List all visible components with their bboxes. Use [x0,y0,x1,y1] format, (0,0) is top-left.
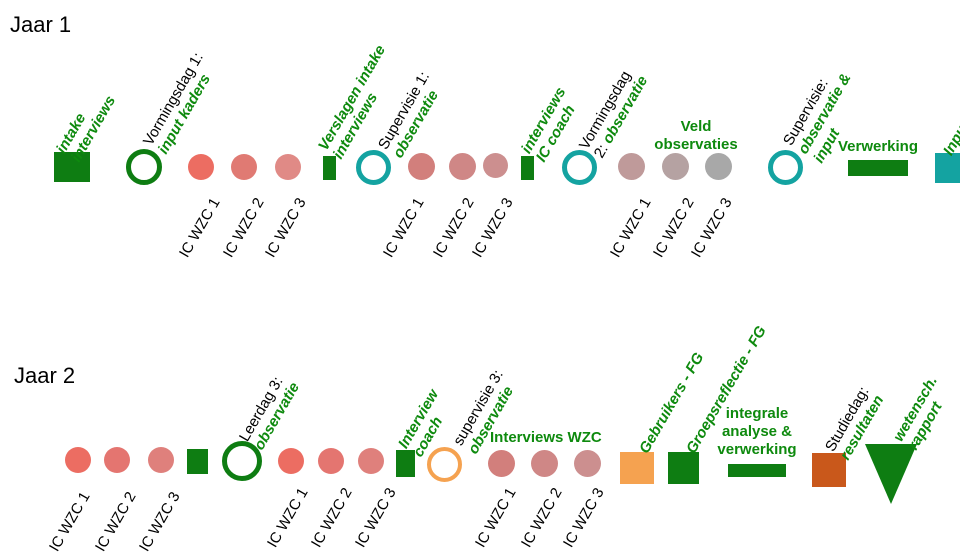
veld-observaties-label: Veld observaties [650,118,742,154]
leerdag3-label: Leerdag 3: observatie [236,371,303,453]
y2-ic-c2: IC WZC 2 [518,484,566,551]
verwerking-label: Verwerking [837,138,919,155]
y1-ic-a2: IC WZC 2 [220,194,268,261]
y2-ic-a2: IC WZC 2 [92,488,140,555]
y2-ic-b1: IC WZC 1 [264,484,312,551]
vormingsdag2-label: Vormingsdag 2: observatie [576,65,652,162]
y2-dot-b3 [358,448,384,474]
veld-label-line2: observaties [654,136,738,153]
verwerking-bar [848,160,908,176]
supervisie2-ring [768,150,803,185]
wetensch-label: wetensch. rapport [890,373,956,453]
y1-ic-a3: IC WZC 3 [262,194,310,261]
y1-dot-c3 [705,153,732,180]
y1-ic-b1: IC WZC 1 [380,194,428,261]
groepsreflectie-square [668,452,699,484]
integrale-label-line2: analyse & [721,423,793,440]
y2-ic-c3: IC WZC 3 [560,484,608,551]
y2-dot-b1 [278,448,304,474]
y2-ic-a3: IC WZC 3 [136,488,184,555]
y1-ic-c1: IC WZC 1 [607,194,655,261]
vormingsdag1-ring [126,149,162,185]
y2-ic-b2: IC WZC 2 [308,484,356,551]
rapport-triangle [865,444,917,504]
y2-dot-a2 [104,447,130,473]
veld-label-line1: Veld [680,118,712,135]
y1-dot-a1 [188,154,214,180]
y2-ic-a1: IC WZC 1 [46,488,94,555]
y1-dot-a3 [275,154,301,180]
y2-dot-c3 [574,450,601,477]
integrale-bar [728,464,786,477]
intake-label: intake interviews [53,84,120,165]
y1-dot-c1 [618,153,645,180]
y1-dot-c2 [662,153,689,180]
interviews-ic-bar [521,156,534,180]
supervisie3-ring [427,447,462,482]
y2-dot-c2 [531,450,558,477]
gebruikers-square [620,452,654,484]
integrale-label-line3: verwerking [717,441,797,458]
studiedag-square [812,453,846,487]
vormingsdag1-label: Vormingsdag 1: input kaders [140,50,222,158]
interview-coach-square [396,450,415,477]
y1-dot-b1 [408,153,435,180]
verslagen-bar [323,156,336,180]
y2-ic-c1: IC WZC 1 [472,484,520,551]
interviews-wzc-label: Interviews WZC [490,429,602,446]
y2-dot-a1 [65,447,91,473]
y2-dot-c1 [488,450,515,477]
vormingsdag2-ring [562,150,597,185]
leerdag3-ring [222,441,262,481]
y2-ic-b3: IC WZC 3 [352,484,400,551]
y2-dot-a3 [148,447,174,473]
y2-square-a [187,449,208,474]
input-square [935,153,960,183]
intake-square [54,152,90,182]
y1-dot-b3 [483,153,508,178]
supervisie1-ring [356,150,391,185]
integrale-label: integrale analyse & verwerking [712,405,802,459]
y1-dot-b2 [449,153,476,180]
integrale-label-line1: integrale [725,405,789,422]
year-1-label: Jaar 1 [10,12,72,37]
y1-ic-a1: IC WZC 1 [176,194,224,261]
year-2-label: Jaar 2 [14,363,76,388]
y2-dot-b2 [318,448,344,474]
y1-dot-a2 [231,154,257,180]
